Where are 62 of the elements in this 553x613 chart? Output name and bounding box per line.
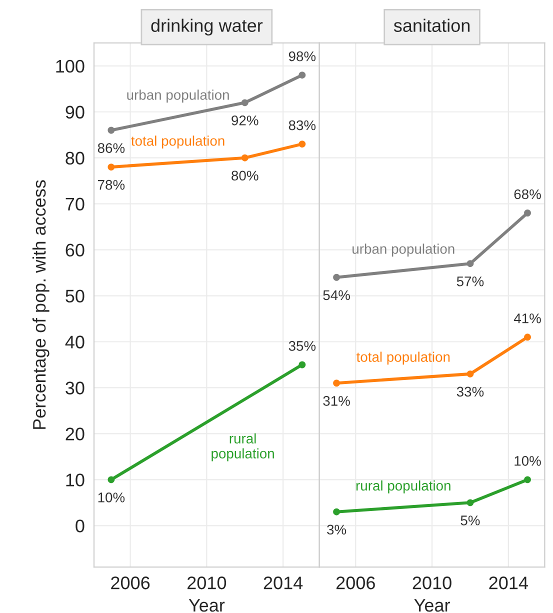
x-tick-label: 2014 <box>264 576 303 590</box>
x-tick-label: 2010 <box>188 576 226 590</box>
series-label: urban population <box>127 90 229 103</box>
point <box>298 361 306 368</box>
point <box>466 499 474 506</box>
point <box>333 274 340 281</box>
data-label: 3% <box>327 524 346 535</box>
data-label: 31% <box>323 396 350 406</box>
y-tick-label: 90 <box>66 106 84 119</box>
point <box>108 476 115 484</box>
point <box>524 476 531 484</box>
y-tick-label: 60 <box>66 244 84 257</box>
y-tick-label: 0 <box>76 520 84 532</box>
series-label: total population <box>131 136 224 149</box>
chart-title: sanitation <box>394 18 470 32</box>
data-label: 80% <box>232 170 258 181</box>
x-axis-title: Year <box>414 599 450 612</box>
point <box>298 72 306 79</box>
data-label: 10% <box>98 492 125 502</box>
data-label: 68% <box>514 189 541 200</box>
chart-title: drinking water <box>151 18 263 36</box>
x-tick-label: 2010 <box>412 576 452 590</box>
point <box>298 140 306 148</box>
y-axis-title: Percentage of pop. with access <box>32 180 50 429</box>
y-tick-label: 10 <box>66 474 84 486</box>
point <box>333 508 340 516</box>
data-label: 10% <box>514 456 541 466</box>
y-tick-label: 50 <box>66 290 84 302</box>
point <box>108 164 115 171</box>
data-label: 5% <box>460 516 480 526</box>
y-tick-label: 100 <box>56 60 84 73</box>
data-label: 35% <box>288 341 316 351</box>
data-label: 98% <box>288 51 316 62</box>
point <box>108 126 115 134</box>
series-label: rural population <box>356 480 450 494</box>
data-label: 78% <box>98 180 125 190</box>
y-tick-label: 20 <box>66 428 84 440</box>
data-label: 41% <box>514 314 541 324</box>
point <box>466 370 474 378</box>
data-label: 54% <box>323 290 350 300</box>
series-label: total population <box>356 352 450 365</box>
point <box>333 380 340 387</box>
y-tick-label: 40 <box>65 336 84 348</box>
point <box>466 260 474 268</box>
y-tick-label: 30 <box>66 382 84 394</box>
series-label: rural population <box>212 433 274 462</box>
data-label: 86% <box>98 143 125 153</box>
data-label: 57% <box>456 276 484 286</box>
x-axis-title: Year <box>188 599 225 612</box>
point <box>241 154 248 162</box>
y-tick-label: 80 <box>66 152 84 165</box>
series-label: urban population <box>352 244 454 257</box>
point <box>241 99 248 106</box>
x-tick-label: 2014 <box>489 576 528 590</box>
data-label: 92% <box>232 116 258 126</box>
x-tick-label: 2006 <box>336 576 375 590</box>
data-label: 83% <box>288 120 316 130</box>
x-tick-label: 2006 <box>111 576 150 590</box>
data-label: 33% <box>456 386 484 397</box>
point <box>524 210 531 216</box>
y-tick-label: 70 <box>66 198 84 211</box>
point <box>524 334 531 341</box>
